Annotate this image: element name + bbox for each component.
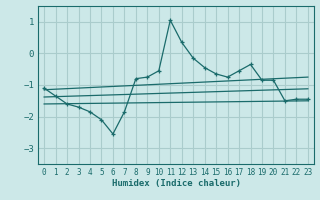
X-axis label: Humidex (Indice chaleur): Humidex (Indice chaleur) bbox=[111, 179, 241, 188]
